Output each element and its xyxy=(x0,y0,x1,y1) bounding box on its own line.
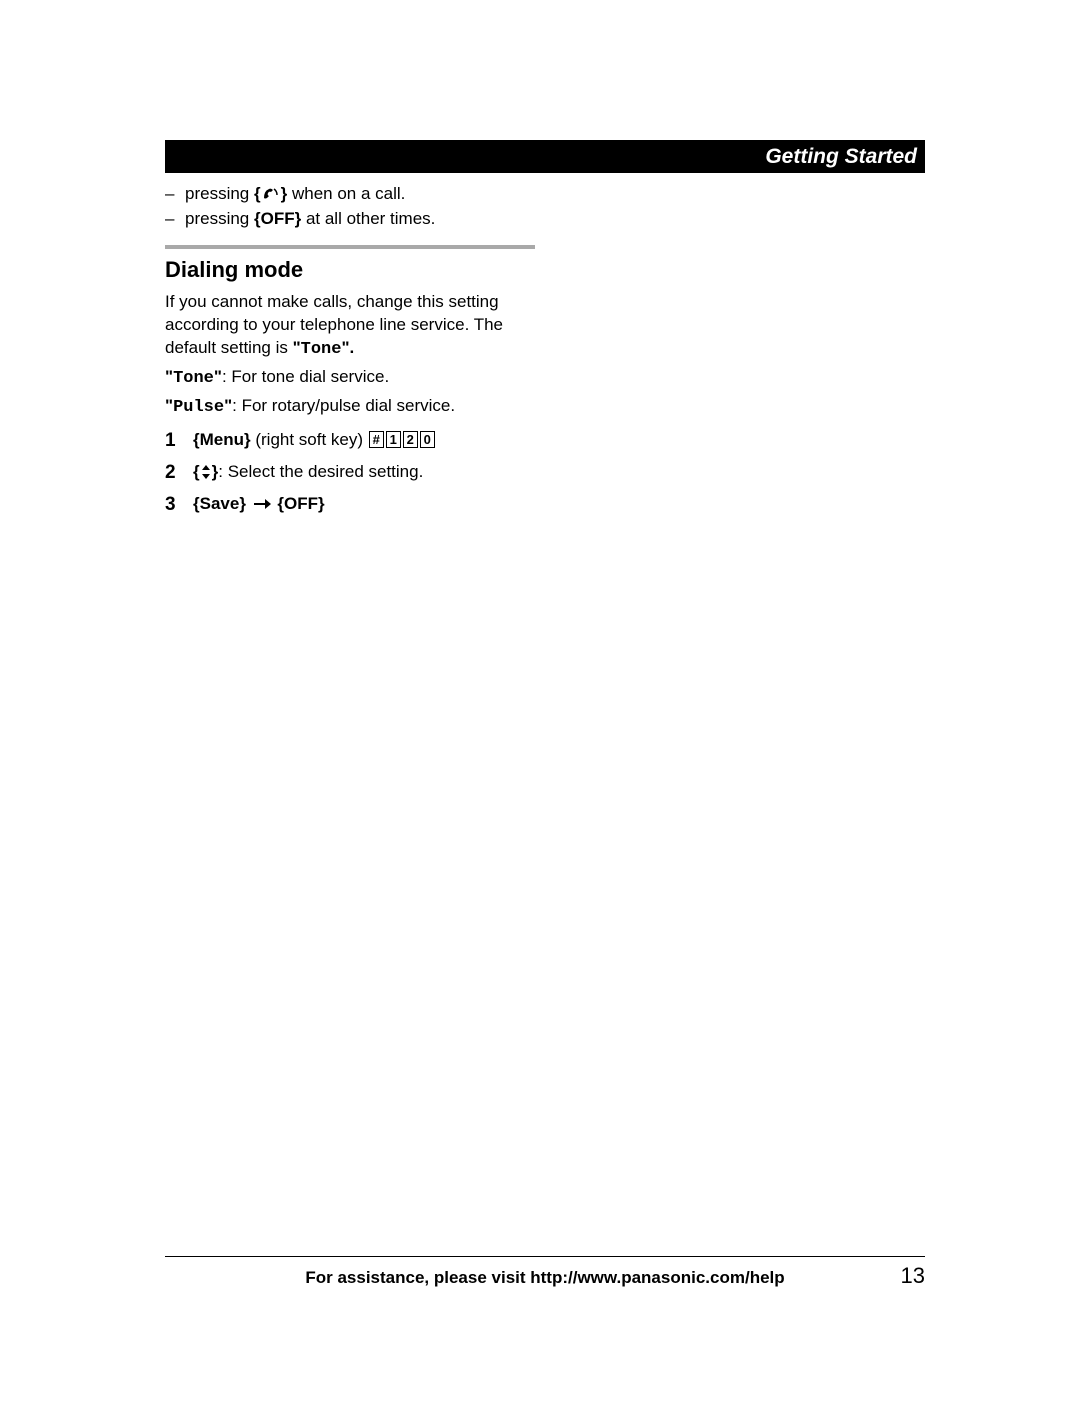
text: when on a call. xyxy=(287,184,405,203)
text: at all other times. xyxy=(301,209,435,228)
quote: " xyxy=(293,338,301,357)
bullet-item: pressing {OFF} at all other times. xyxy=(165,208,535,231)
quote: ". xyxy=(341,338,354,357)
tone-literal: Tone xyxy=(173,369,214,388)
off-key: {OFF} xyxy=(277,494,324,513)
steps-list: 1 {Menu} (right soft key) #120 2 {}: Sel… xyxy=(165,426,535,521)
step-number: 3 xyxy=(165,490,193,520)
text: : For tone dial service. xyxy=(222,367,389,386)
section-header-bar: Getting Started xyxy=(165,140,925,173)
pulse-literal: Pulse xyxy=(173,398,224,417)
menu-key: {Menu} xyxy=(193,430,251,449)
step-body: {Menu} (right soft key) #120 xyxy=(193,426,436,453)
step-number: 2 xyxy=(165,458,193,488)
talk-icon xyxy=(261,185,281,208)
navigator-updown-icon xyxy=(200,461,212,488)
section-divider xyxy=(165,245,535,249)
tone-line: "Tone": For tone dial service. xyxy=(165,366,535,391)
digit-2-key: 2 xyxy=(403,431,418,448)
step-item: 1 {Menu} (right soft key) #120 xyxy=(165,426,535,456)
pulse-line: "Pulse": For rotary/pulse dial service. xyxy=(165,395,535,420)
arrow-right-icon xyxy=(253,492,271,519)
top-bullet-list: pressing {} when on a call. pressing {OF… xyxy=(165,183,535,231)
text: pressing xyxy=(185,184,254,203)
tone-literal: Tone xyxy=(301,340,342,359)
text: pressing xyxy=(185,209,254,228)
page-footer: For assistance, please visit http://www.… xyxy=(165,1256,925,1289)
digit-0-key: 0 xyxy=(420,431,435,448)
step-item: 3 {Save} {OFF} xyxy=(165,490,535,520)
quote: " xyxy=(165,367,173,386)
page-number: 13 xyxy=(885,1263,925,1289)
text: : For rotary/pulse dial service. xyxy=(232,396,455,415)
section-header-title: Getting Started xyxy=(765,145,917,168)
step-body: {Save} {OFF} xyxy=(193,490,325,519)
left-column: pressing {} when on a call. pressing {OF… xyxy=(165,183,535,521)
hash-key: # xyxy=(369,431,384,448)
step-number: 1 xyxy=(165,426,193,456)
digit-1-key: 1 xyxy=(386,431,401,448)
text: (right soft key) xyxy=(251,430,368,449)
bullet-item: pressing {} when on a call. xyxy=(165,183,535,208)
footer-assistance-text: For assistance, please visit http://www.… xyxy=(205,1268,885,1288)
save-key: {Save} xyxy=(193,494,246,513)
step-item: 2 {}: Select the desired setting. xyxy=(165,458,535,488)
manual-page: Getting Started pressing {} when on a ca… xyxy=(0,0,1080,1404)
key-open-brace: { xyxy=(193,462,200,481)
quote: " xyxy=(224,396,232,415)
quote: " xyxy=(214,367,222,386)
quote: " xyxy=(165,396,173,415)
text: : Select the desired setting. xyxy=(218,462,423,481)
off-key: {OFF} xyxy=(254,209,301,228)
step-body: {}: Select the desired setting. xyxy=(193,458,423,488)
intro-paragraph: If you cannot make calls, change this se… xyxy=(165,291,535,362)
key-open-brace: { xyxy=(254,184,261,203)
dialing-mode-heading: Dialing mode xyxy=(165,257,535,283)
